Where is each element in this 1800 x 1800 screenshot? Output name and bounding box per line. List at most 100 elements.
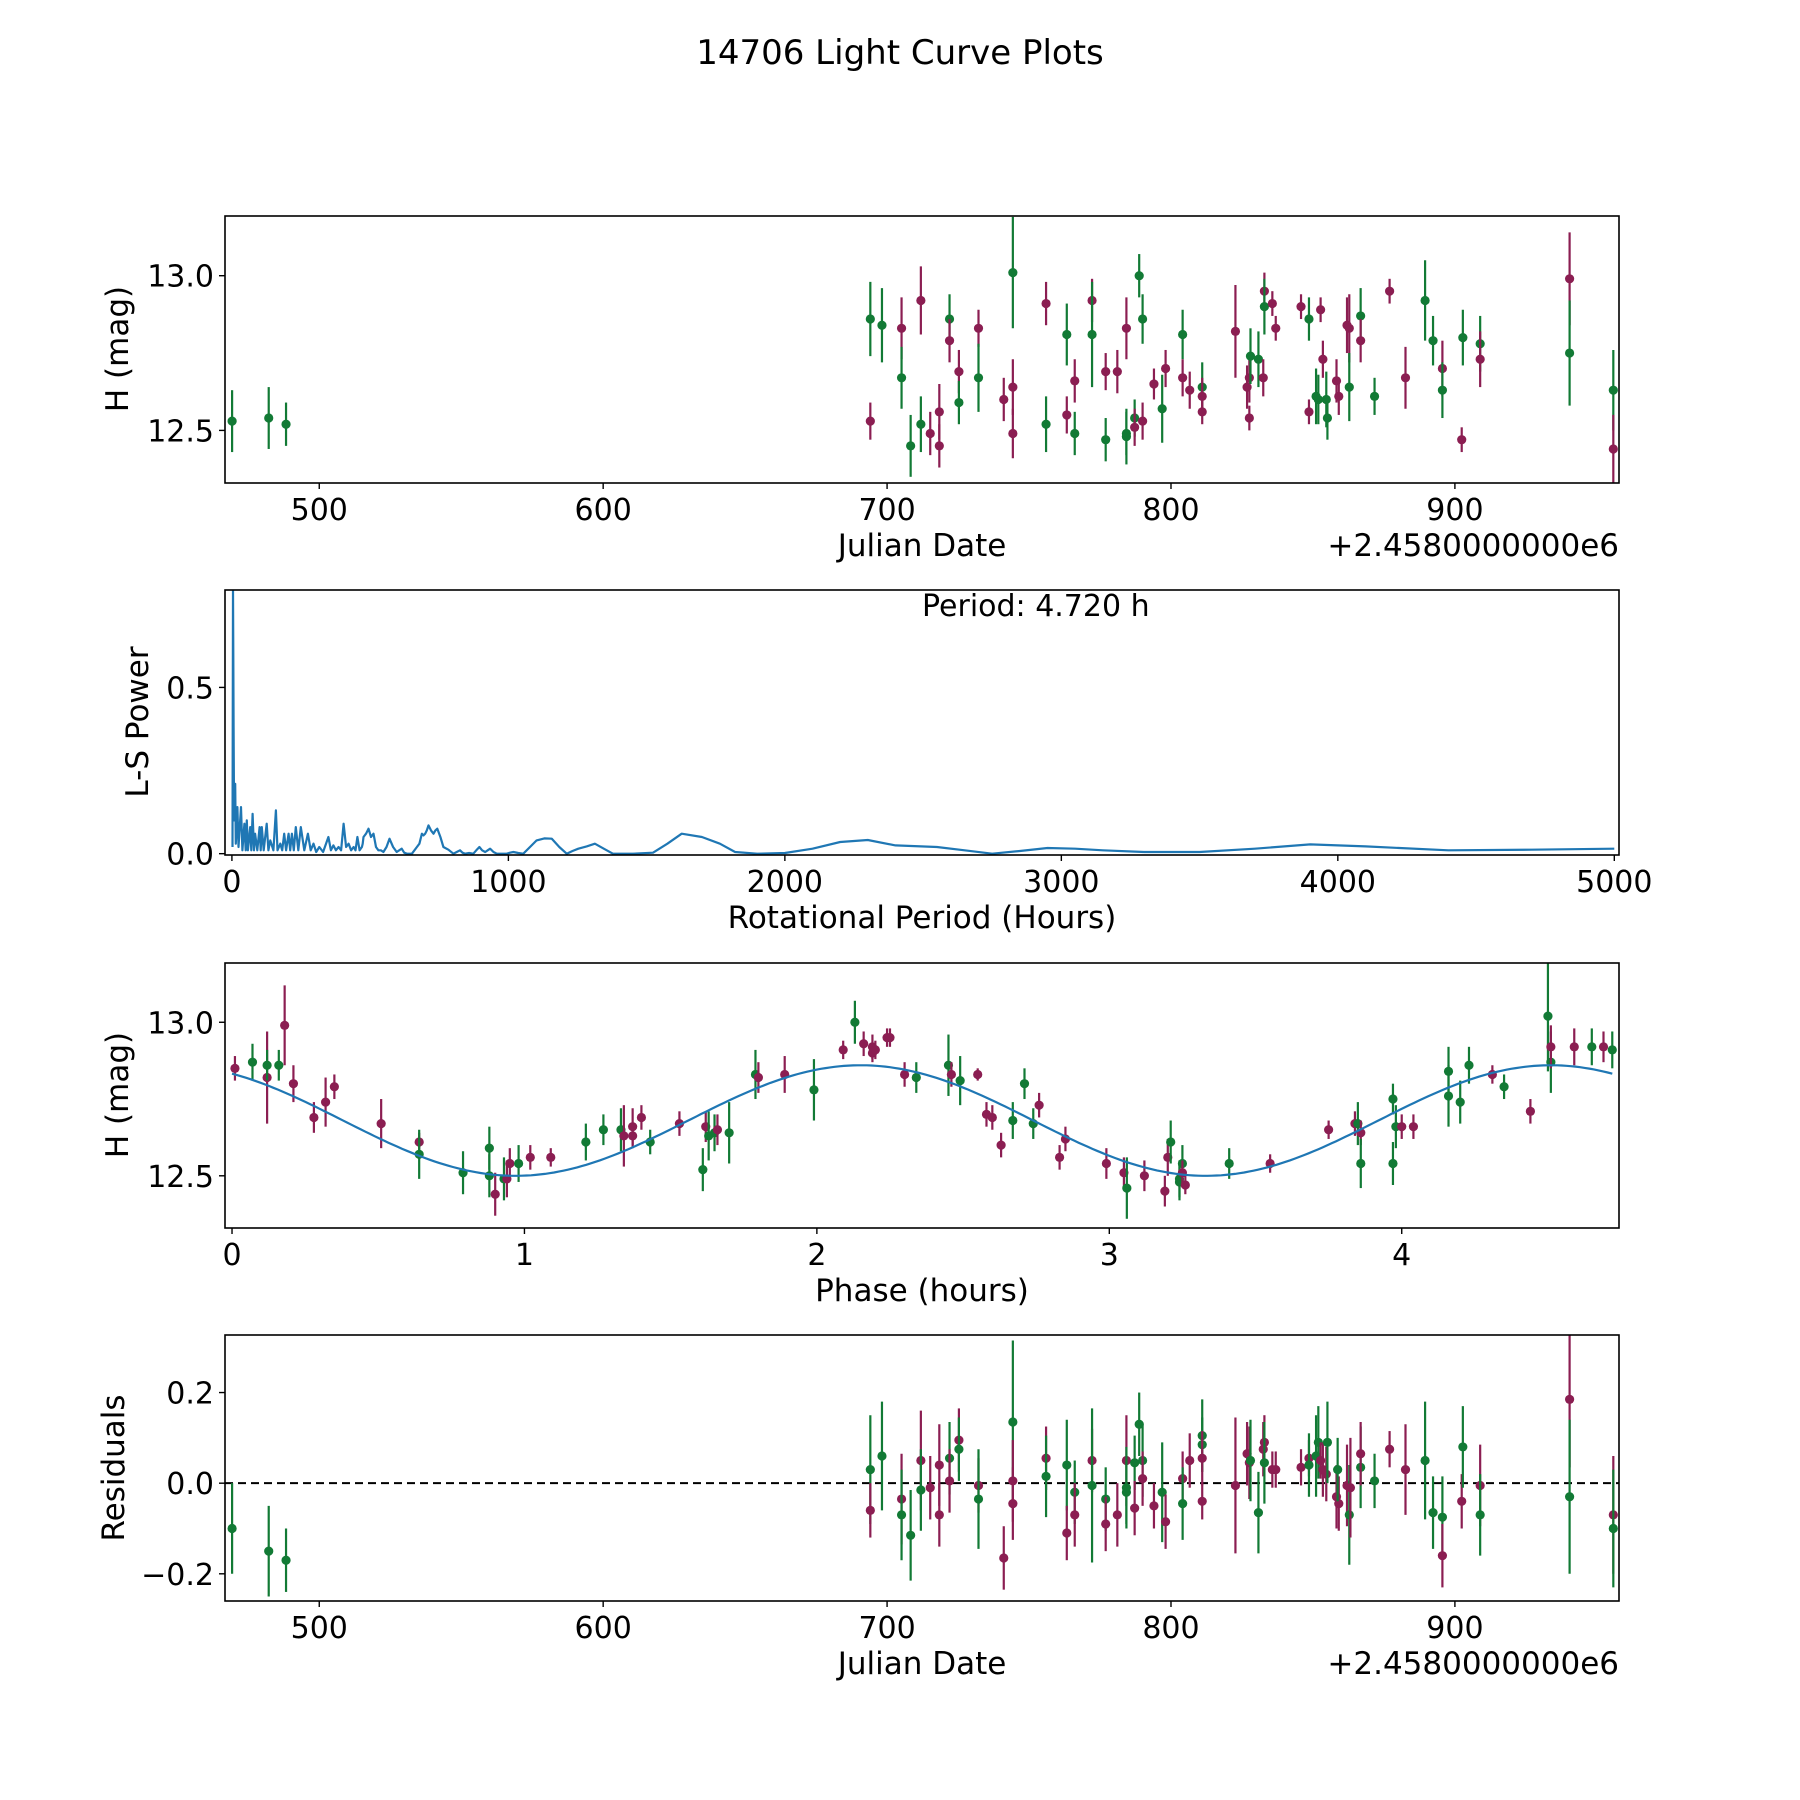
- point-marker: [885, 1033, 895, 1043]
- data-point: [1157, 1442, 1167, 1543]
- data-point: [1259, 278, 1269, 335]
- point-marker: [525, 1152, 535, 1162]
- point-marker: [1157, 404, 1167, 414]
- point-marker: [1258, 373, 1268, 383]
- point-marker: [490, 1189, 500, 1199]
- data-point: [1197, 399, 1207, 425]
- point-marker: [973, 323, 984, 333]
- point-marker: [1344, 382, 1354, 392]
- point-marker: [954, 397, 964, 408]
- point-marker: [1437, 1512, 1448, 1522]
- residuals-panel: Julian Date +2.4580000000e6 Residuals: [96, 1394, 1619, 1682]
- point-marker: [505, 1158, 515, 1169]
- figure-title: 14706 Light Curve Plots: [696, 33, 1104, 73]
- point-marker: [1041, 1471, 1051, 1481]
- point-marker: [996, 1140, 1006, 1150]
- x-tick-label: 600: [575, 1611, 632, 1646]
- data-point: [925, 1455, 935, 1520]
- point-marker: [1166, 1137, 1176, 1147]
- point-marker: [1139, 1171, 1149, 1181]
- data-point: [973, 1449, 984, 1549]
- data-point: [885, 1028, 895, 1047]
- point-marker: [281, 419, 291, 429]
- x-tick-label: 700: [858, 1611, 915, 1646]
- point-marker: [1321, 394, 1331, 405]
- point-marker: [264, 1546, 274, 1556]
- point-marker: [1499, 1082, 1509, 1092]
- data-point: [1245, 1419, 1256, 1502]
- point-marker: [1321, 1469, 1331, 1479]
- data-point: [1356, 319, 1366, 363]
- point-marker: [1608, 1523, 1618, 1534]
- data-point: [1569, 1028, 1579, 1066]
- point-marker: [1253, 354, 1264, 364]
- point-marker: [1259, 1458, 1269, 1468]
- data-point: [1475, 1474, 1485, 1556]
- data-point: [1137, 1451, 1148, 1506]
- data-point: [1253, 1471, 1264, 1554]
- data-point: [1397, 1114, 1407, 1139]
- data-point: [1345, 1437, 1356, 1538]
- point-marker: [1458, 332, 1468, 343]
- point-marker: [973, 373, 984, 383]
- data-point: [999, 377, 1009, 422]
- data-point: [1244, 353, 1254, 403]
- data-point: [1062, 1419, 1072, 1511]
- point-marker: [1543, 1011, 1553, 1021]
- data-point: [1230, 1417, 1241, 1554]
- point-marker: [973, 1069, 983, 1080]
- point-marker: [1259, 302, 1269, 312]
- data-point: [1197, 1431, 1207, 1486]
- data-point: [1475, 331, 1485, 388]
- point-marker: [1230, 326, 1241, 337]
- data-point: [1101, 418, 1111, 462]
- data-point: [916, 1449, 926, 1531]
- data-point: [1443, 1065, 1454, 1127]
- point-marker: [1137, 416, 1148, 426]
- data-point: [1388, 1142, 1398, 1186]
- data-point: [1356, 1422, 1366, 1486]
- data-point: [1369, 1453, 1380, 1509]
- x-axis-label: Phase (hours): [815, 1273, 1029, 1309]
- data-point: [838, 1040, 848, 1060]
- data-point: [916, 396, 926, 453]
- data-point: [1019, 1068, 1030, 1100]
- point-marker: [1224, 1158, 1234, 1169]
- data-point: [865, 281, 875, 357]
- point-marker: [1313, 394, 1323, 405]
- x-tick-label: 800: [1142, 1611, 1199, 1646]
- data-point: [1178, 309, 1188, 360]
- point-marker: [954, 1444, 964, 1454]
- data-point: [916, 266, 926, 335]
- point-marker: [1160, 363, 1171, 374]
- point-marker: [1070, 376, 1080, 386]
- data-point: [1180, 1175, 1190, 1195]
- point-marker: [1244, 373, 1254, 383]
- light-curve-panel: Julian Date +2.4580000000e6 H (mag): [100, 286, 1619, 564]
- point-marker: [1137, 1474, 1148, 1484]
- data-point: [712, 1114, 723, 1146]
- data-point: [996, 1132, 1006, 1158]
- data-point: [1008, 216, 1018, 329]
- periodogram-plot: 0 1000 2000 3000 4000 5000 0.0 0.5: [166, 589, 1652, 900]
- point-marker: [1245, 351, 1256, 361]
- point-marker: [954, 367, 964, 377]
- data-point: [490, 1172, 500, 1216]
- point-marker: [1197, 1496, 1207, 1506]
- point-marker: [1160, 1186, 1170, 1196]
- data-point: [1437, 362, 1448, 419]
- data-point: [906, 1489, 916, 1581]
- point-marker: [1388, 1158, 1398, 1169]
- data-point: [1137, 402, 1148, 440]
- data-point: [1304, 1433, 1314, 1497]
- light-curve-plot: 500 600 700 800 900 12.5 13.0: [147, 215, 1620, 528]
- data-point: [955, 1056, 965, 1106]
- point-marker: [1385, 1444, 1395, 1454]
- point-marker: [1271, 1464, 1281, 1475]
- data-point: [896, 1469, 907, 1561]
- point-marker: [973, 1494, 984, 1504]
- data-point: [1101, 353, 1111, 391]
- x-axis-label: Julian Date: [836, 528, 1007, 564]
- point-marker: [281, 1555, 291, 1565]
